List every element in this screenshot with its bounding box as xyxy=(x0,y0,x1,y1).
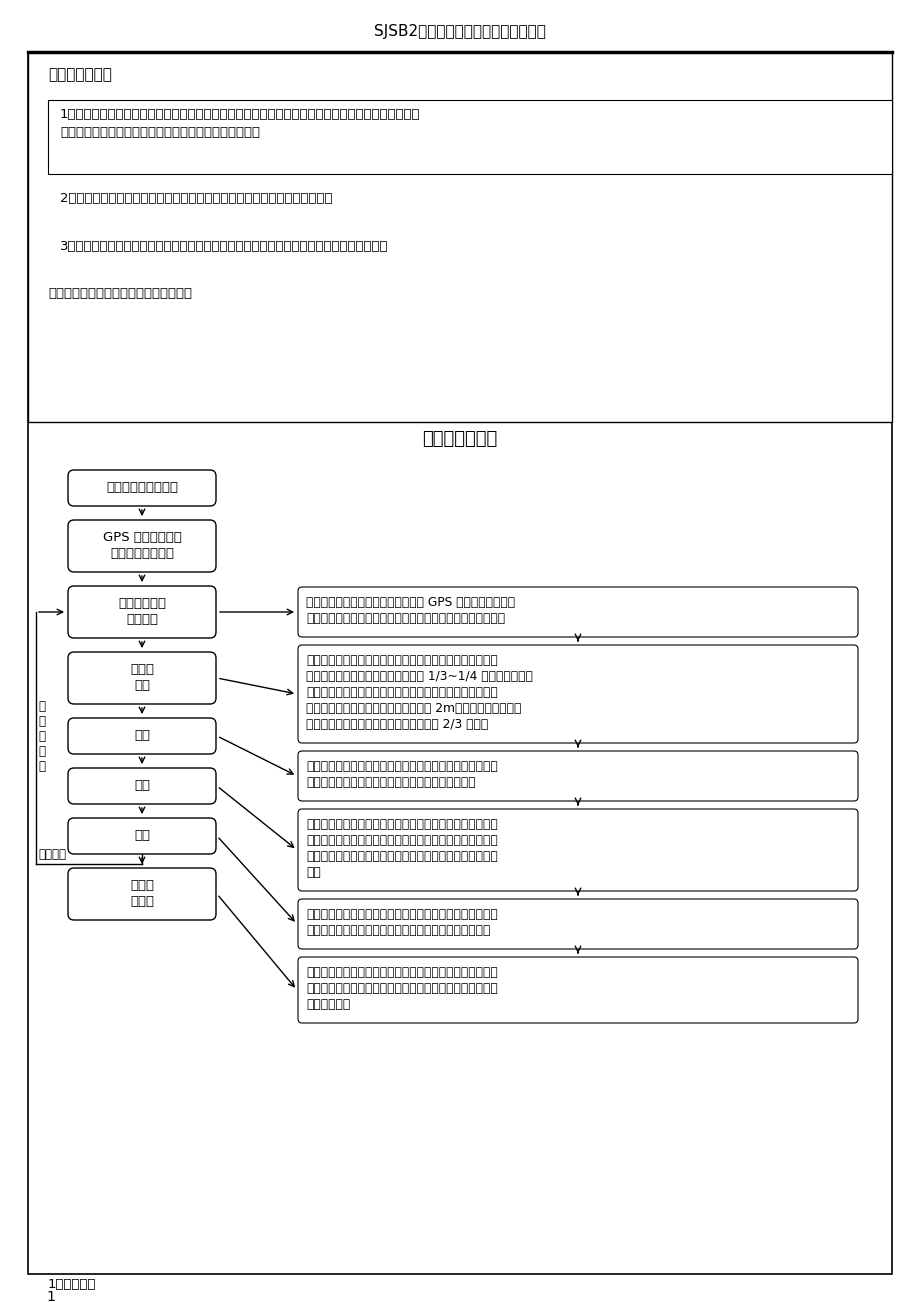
FancyBboxPatch shape xyxy=(68,768,216,805)
Text: 抛泥: 抛泥 xyxy=(134,729,150,742)
FancyBboxPatch shape xyxy=(298,957,857,1023)
Text: 挖泥船定位放锴，各锴缆放好后根据 GPS 指引，通过收放各: 挖泥船定位放锴，各锴缆放好后根据 GPS 指引，通过收放各 xyxy=(306,596,515,609)
Text: 疏浚工艺流程图: 疏浚工艺流程图 xyxy=(422,430,497,448)
FancyBboxPatch shape xyxy=(68,470,216,506)
Text: 1: 1 xyxy=(46,1290,55,1302)
Text: 当某个滩段疏浚完成后，组织自检测量并出图评估，如果发: 当某个滩段疏浚完成后，组织自检测量并出图评估，如果发 xyxy=(306,907,497,921)
FancyBboxPatch shape xyxy=(298,809,857,891)
Text: 驳，第一舸泥驳弃渣的时间里可将第二舸泥驳移动到方便装: 驳，第一舸泥驳弃渣的时间里可将第二舸泥驳移动到方便装 xyxy=(306,835,497,848)
Text: 挖泥船试挖后根据土质确定挖掘方案，正式开挖。施工过程: 挖泥船试挖后根据土质确定挖掘方案，正式开挖。施工过程 xyxy=(306,654,497,667)
Text: 满足要求: 满足要求 xyxy=(38,849,66,862)
FancyBboxPatch shape xyxy=(298,587,857,637)
Text: 挖泥、: 挖泥、 xyxy=(130,663,153,676)
FancyBboxPatch shape xyxy=(68,519,216,572)
Text: 泥驳挖满后，挖泥船暂停施工，松开泥驳和挖泥船之间的缆: 泥驳挖满后，挖泥船暂停施工，松开泥驳和挖泥船之间的缆 xyxy=(306,760,497,773)
Text: 二、小型抓斗式挖泥船疏浚施工工艺流程: 二、小型抓斗式挖泥船疏浚施工工艺流程 xyxy=(48,286,192,299)
FancyBboxPatch shape xyxy=(68,652,216,704)
Text: 如果是条幅开挖方式，横向移动时不超过 2/3 船宽。: 如果是条幅开挖方式，横向移动时不超过 2/3 船宽。 xyxy=(306,717,488,730)
FancyBboxPatch shape xyxy=(68,868,216,921)
Text: 求后再进行挪船。每次挪船横向不超过 2m，纵向不超过斗宽。: 求后再进行挪船。每次挪船横向不超过 2m，纵向不超过斗宽。 xyxy=(306,702,521,715)
Text: 一、疏浚前准备: 一、疏浚前准备 xyxy=(48,66,112,82)
FancyBboxPatch shape xyxy=(298,644,857,743)
Text: 装泥: 装泥 xyxy=(134,680,150,691)
Text: 挖。施工中随时留意水位和触底深度，当前施工区域达到要: 挖。施工中随时留意水位和触底深度，当前施工区域达到要 xyxy=(306,686,497,699)
FancyBboxPatch shape xyxy=(48,100,891,174)
Text: SJSB2：一般施工方案（措施）报审表: SJSB2：一般施工方案（措施）报审表 xyxy=(374,23,545,39)
FancyBboxPatch shape xyxy=(28,52,891,422)
Text: 1、航道疏浚前，应组织测量人员对航道原始断面进行测量，并通知监理工程师现场见证，项目部对测: 1、航道疏浚前，应组织测量人员对航道原始断面进行测量，并通知监理工程师现场见证，… xyxy=(60,108,420,121)
Text: 算参数，设立导标: 算参数，设立导标 xyxy=(110,547,174,560)
Text: 返回: 返回 xyxy=(134,779,150,792)
Text: 施工展布、船: 施工展布、船 xyxy=(118,598,165,611)
Text: 泥的位置继续施工。重复以上步骤直到该滩段河达到设计要: 泥的位置继续施工。重复以上步骤直到该滩段河达到设计要 xyxy=(306,850,497,863)
Text: 施工船舘、设备进场: 施工船舘、设备进场 xyxy=(106,480,177,493)
FancyBboxPatch shape xyxy=(68,586,216,638)
Text: 绌车将船移动到指定位置。泥驳在挖泥船放好镔后就可系靠。: 绌车将船移动到指定位置。泥驳在挖泥船放好镔后就可系靠。 xyxy=(306,612,505,625)
FancyBboxPatch shape xyxy=(68,818,216,854)
Text: GPS 覆测已知点解: GPS 覆测已知点解 xyxy=(102,531,181,544)
Text: 不
满
足
要
求: 不 满 足 要 求 xyxy=(38,700,45,773)
Text: 并签字验收。: 并签字验收。 xyxy=(306,999,350,1010)
Text: 现有浅点、孤岩、边坡不满足等情况，要重新进行补挖。: 现有浅点、孤岩、边坡不满足等情况，要重新进行补挖。 xyxy=(306,924,490,937)
Text: 求。: 求。 xyxy=(306,866,321,879)
FancyBboxPatch shape xyxy=(298,751,857,801)
Text: 程验收: 程验收 xyxy=(130,894,153,907)
Text: 如果该滩段自测满足设计要求，则上报申请分部工程验收。: 如果该滩段自测满足设计要求，则上报申请分部工程验收。 xyxy=(306,966,497,979)
FancyBboxPatch shape xyxy=(298,898,857,949)
FancyBboxPatch shape xyxy=(28,52,891,1273)
Text: 中注意保证超宽超深，各斗位间重叠 1/3~1/4 斗宽，确保不漏: 中注意保证超宽超深，各斗位间重叠 1/3~1/4 斗宽，确保不漏 xyxy=(306,671,532,684)
Text: 量数据详细记录，并绘制原始断面图报监理工程师签证。: 量数据详细记录，并绘制原始断面图报监理工程师签证。 xyxy=(60,126,260,139)
FancyBboxPatch shape xyxy=(68,717,216,754)
Text: 2、根据设计图纸用毛竹杆标识航道底宽线，坡顶线标志，标志应稳定牌固。: 2、根据设计图纸用毛竹杆标识航道底宽线，坡顶线标志，标志应稳定牌固。 xyxy=(60,191,332,204)
Text: 绳，由拖轮带着泥驳前往指定弃渣区域弃渣或转运。: 绳，由拖轮带着泥驳前往指定弃渣区域弃渣或转运。 xyxy=(306,776,475,789)
Text: 1、施工机具: 1、施工机具 xyxy=(48,1279,96,1292)
Text: 由业主、监理、设计到现场进行扫床或加密测量，确认完成: 由业主、监理、设计到现场进行扫床或加密测量，确认完成 xyxy=(306,982,497,995)
Text: 弃渣完成后拖轮和泥驳返航重新系靠挖泥船。如果有备用泥: 弃渣完成后拖轮和泥驳返航重新系靠挖泥船。如果有备用泥 xyxy=(306,818,497,831)
Text: 分部工: 分部工 xyxy=(130,879,153,892)
Text: 自测: 自测 xyxy=(134,829,150,842)
Text: 3、卸泥地点的确认卸泥区为设计位置或业主指定位置，开工前报监理工程师及建设单位审批: 3、卸泥地点的确认卸泥区为设计位置或业主指定位置，开工前报监理工程师及建设单位审… xyxy=(60,240,388,253)
Text: 舘定位。: 舘定位。 xyxy=(126,613,158,626)
